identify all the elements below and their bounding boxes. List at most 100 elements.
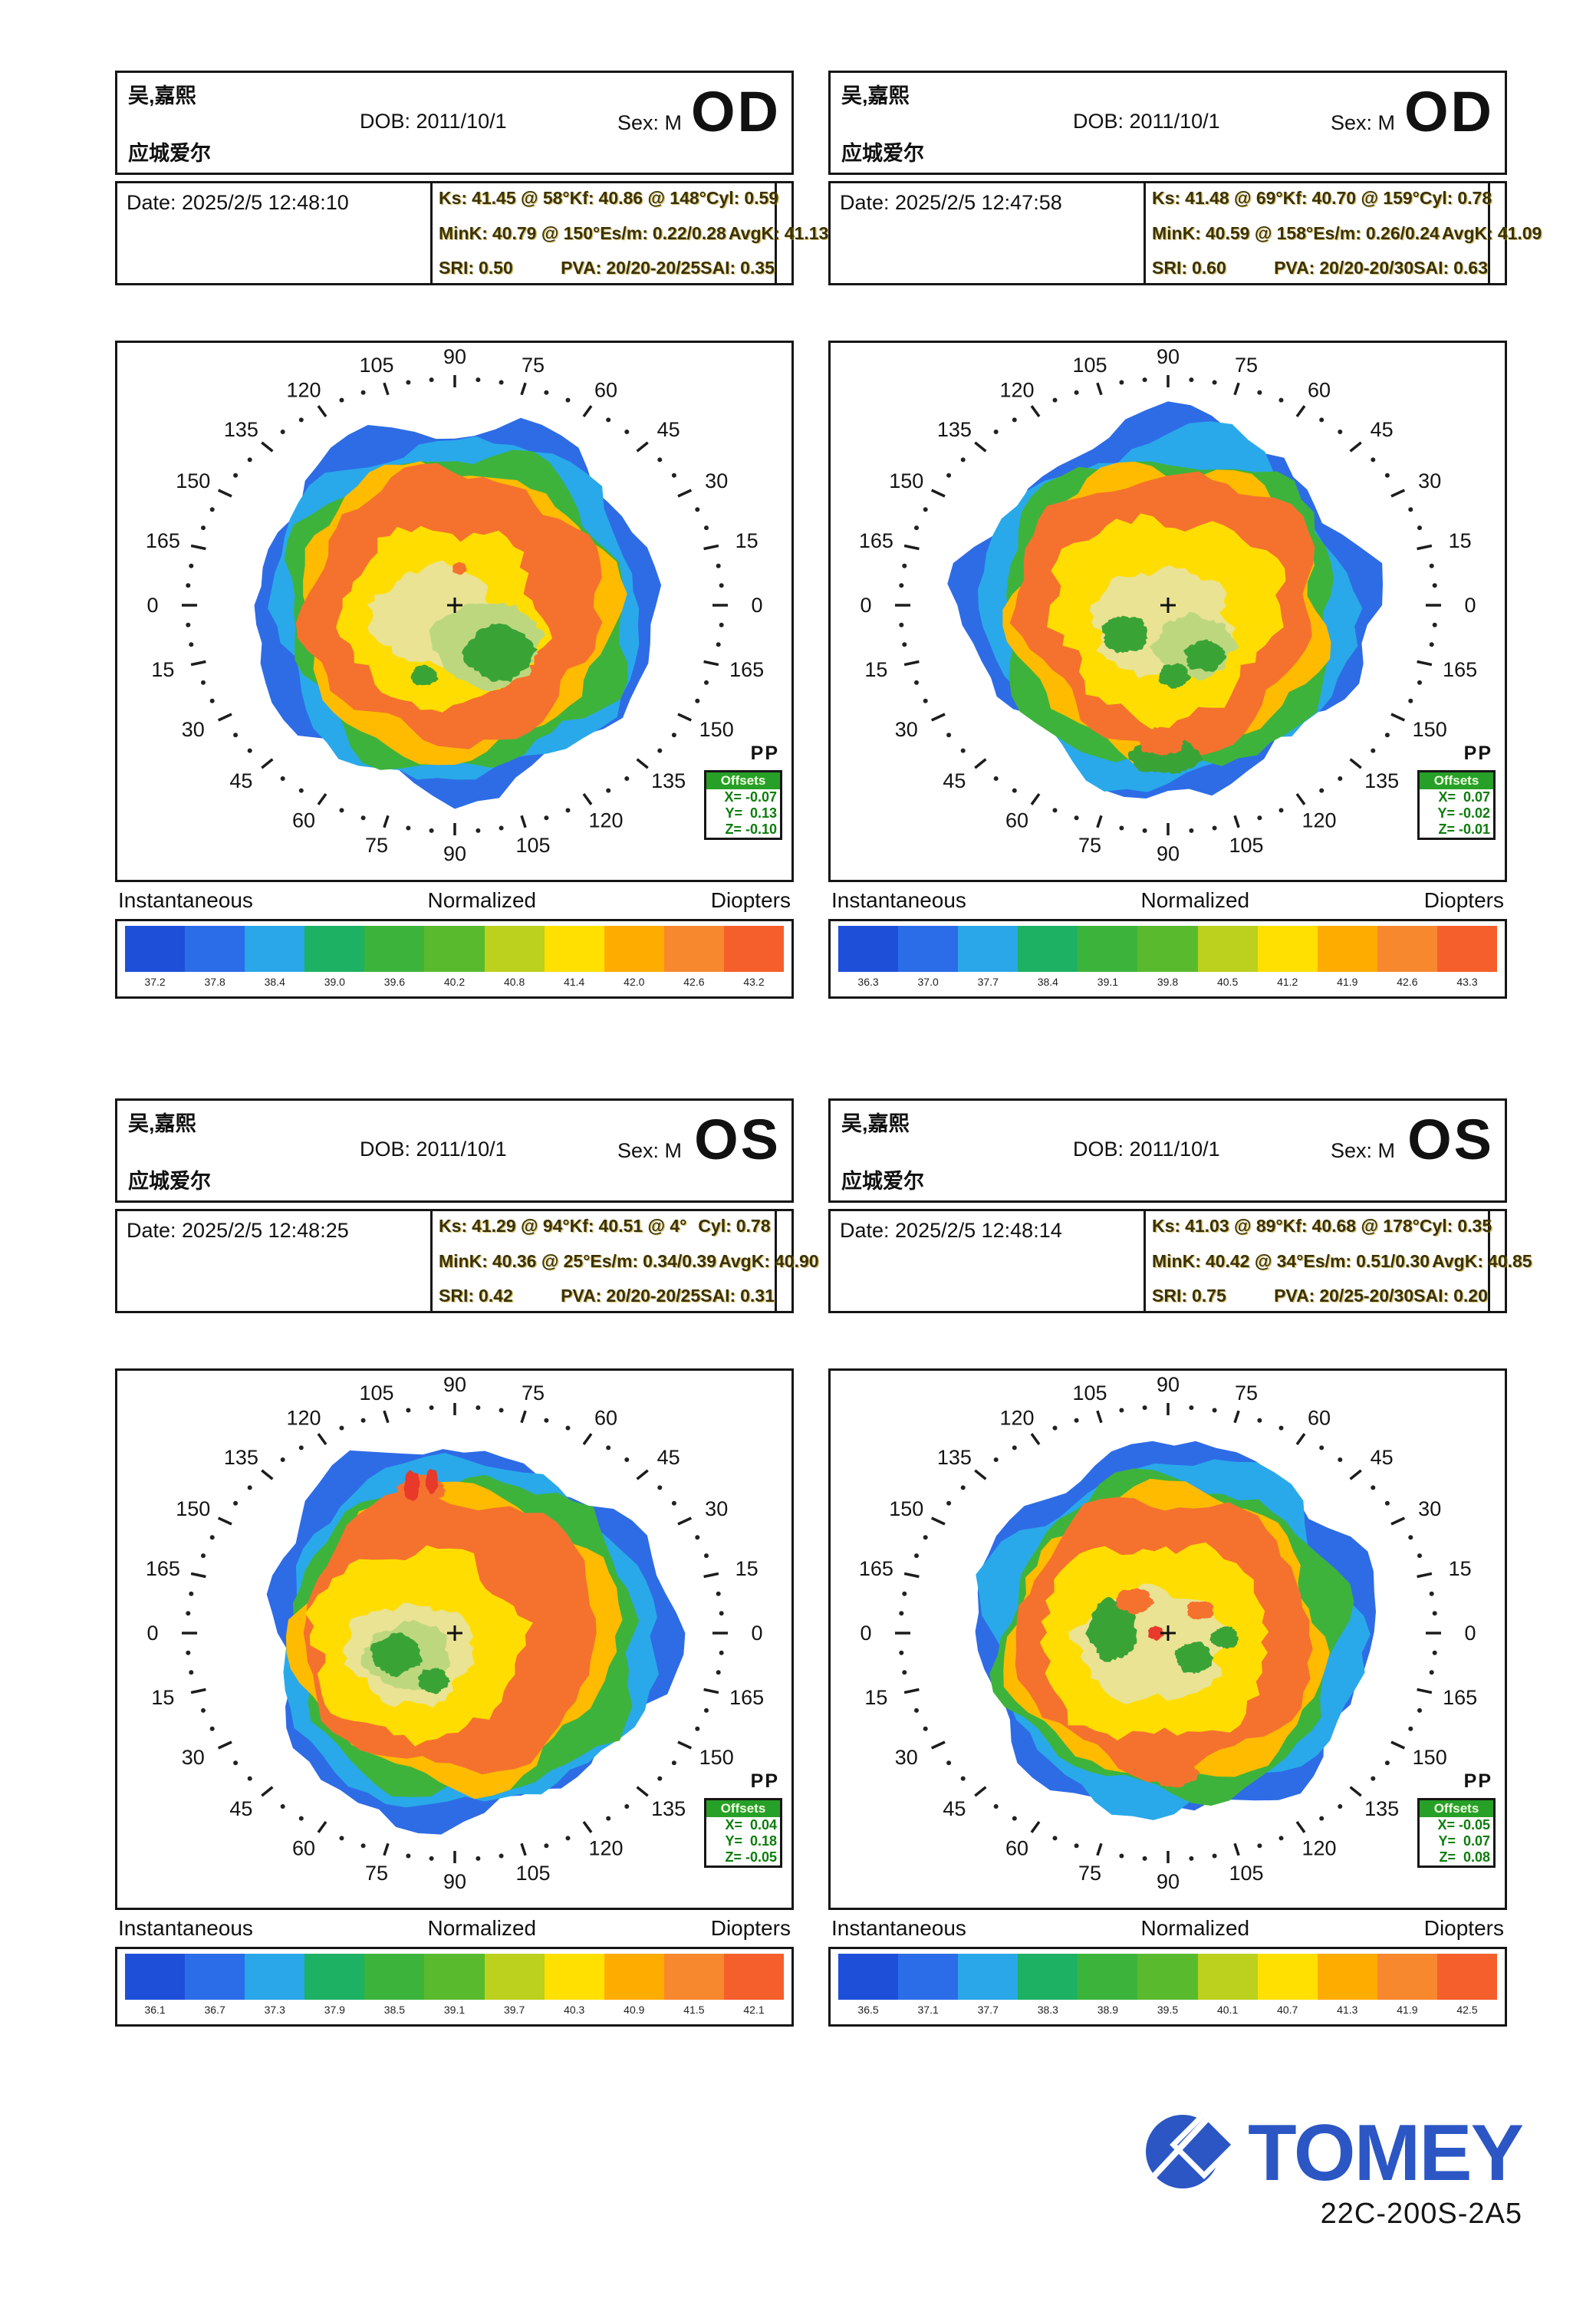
map-layer-green_dark bbox=[1183, 639, 1227, 672]
angle-dot bbox=[946, 733, 952, 738]
caption-diopters: Diopters bbox=[710, 888, 791, 912]
scale-tick-value: 41.2 bbox=[1277, 976, 1298, 988]
angle-dot bbox=[1012, 788, 1017, 793]
angle-tick bbox=[974, 1469, 987, 1480]
angle-tick bbox=[703, 660, 719, 667]
angle-dot bbox=[946, 1500, 952, 1506]
offset-z: Z= -0.10 bbox=[725, 822, 777, 837]
scale-segment bbox=[304, 1954, 365, 2000]
keratometry-box: Ks: 41.03 @ 89° Kf: 40.68 @ 178° Cyl: 0.35 … bbox=[1144, 1209, 1532, 1313]
angle-tick bbox=[582, 405, 593, 418]
scale-tick-value: 43.2 bbox=[743, 976, 765, 988]
angle-dot bbox=[1338, 1804, 1343, 1809]
offset-x: X= 0.04 bbox=[725, 1817, 777, 1833]
avgk-label: AvgK: bbox=[1441, 222, 1493, 243]
angle-dot bbox=[606, 1816, 611, 1821]
cyl-label: Cyl: bbox=[706, 188, 740, 208]
angle-label: 75 bbox=[365, 834, 388, 857]
mink-label: MinK: bbox=[439, 222, 488, 243]
dob-label: DOB: 2011/10/1 bbox=[360, 1138, 507, 1161]
scale-segment bbox=[1436, 1954, 1498, 2000]
angle-label: 105 bbox=[1229, 834, 1263, 857]
angle-dot bbox=[189, 1591, 194, 1596]
dob-label: DOB: 2011/10/1 bbox=[1073, 110, 1220, 133]
pva-label: PVA: bbox=[561, 258, 602, 278]
scale-color-band bbox=[125, 1954, 785, 2000]
angle-dot bbox=[657, 1776, 663, 1781]
angle-tick bbox=[1295, 792, 1306, 805]
angle-dot bbox=[1384, 1500, 1390, 1506]
angle-tick bbox=[190, 1688, 206, 1694]
scale-tick-value: 42.6 bbox=[683, 976, 705, 988]
sri-label: SRI: bbox=[1152, 1286, 1187, 1306]
angle-label: 30 bbox=[182, 718, 205, 741]
angle-dot bbox=[1189, 828, 1194, 833]
angle-dot bbox=[1319, 1445, 1325, 1451]
angle-label: 30 bbox=[1418, 469, 1441, 492]
keratometry-box: Ks: 41.29 @ 94° Kf: 40.51 @ 4° Cyl: 0.78 Mi… bbox=[430, 1209, 819, 1313]
avgk-label: AvgK: bbox=[728, 222, 780, 243]
angle-tick bbox=[261, 1469, 274, 1480]
angle-label: 60 bbox=[1308, 1406, 1331, 1429]
pva-label: PVA: bbox=[1274, 258, 1315, 278]
avgk-label: AvgK: bbox=[1432, 1250, 1483, 1271]
angle-dot bbox=[1408, 507, 1413, 512]
angle-dot bbox=[719, 622, 724, 627]
map-layer-orange bbox=[1145, 1758, 1200, 1788]
angle-tick bbox=[974, 1786, 987, 1797]
map-layer-green_dark bbox=[370, 1632, 423, 1678]
esm-value: 0.34/0.39 bbox=[643, 1250, 716, 1271]
kerato-row-3: SRI: 0.42 PVA: 20/20-20/25 SAI: 0.31 bbox=[439, 1286, 775, 1306]
offsets-title: Offsets bbox=[706, 772, 780, 789]
topography-quadrant: 吴,嘉熙 应城爱尔 DOB: 2011/10/1 Sex: M OD Date:… bbox=[115, 71, 828, 999]
offset-y: Y= 0.18 bbox=[725, 1833, 777, 1849]
kerato-row-2: MinK: 40.59 @ 158° Es/m: 0.26/0.24 AvgK: 41… bbox=[1152, 222, 1542, 244]
angle-dot bbox=[1142, 377, 1147, 383]
mink-value: 40.59 @ 158° bbox=[1205, 222, 1314, 243]
topography-map: 0 15 30 45 60 75 90 105 120 135 150 165 0 15 30 45 60 75 9… bbox=[859, 345, 1477, 865]
keratometry-box: Ks: 41.48 @ 69° Kf: 40.70 @ 159° Cyl: 0.78 … bbox=[1144, 181, 1542, 285]
patient-info-box: 吴,嘉熙 应城爱尔 DOB: 2011/10/1 Sex: M OD bbox=[115, 71, 794, 175]
scale-color-band bbox=[838, 1954, 1498, 2000]
angle-tick bbox=[903, 1572, 920, 1579]
angle-dot bbox=[993, 430, 999, 434]
angle-tick bbox=[1295, 1820, 1306, 1833]
scale-segment bbox=[958, 926, 1018, 972]
angle-tick bbox=[930, 1516, 946, 1526]
angle-label: 45 bbox=[1371, 418, 1394, 441]
angle-dot bbox=[914, 525, 919, 531]
exam-date: Date: 2025/2/5 12:47:58 bbox=[840, 191, 1062, 214]
scale-tick-value: 42.0 bbox=[624, 976, 645, 988]
angle-dot bbox=[406, 1408, 411, 1413]
angle-dot bbox=[298, 417, 304, 423]
angle-label: 0 bbox=[860, 1622, 871, 1645]
angle-label: 45 bbox=[943, 769, 966, 792]
sri-label: SRI: bbox=[439, 258, 474, 278]
avgk-value: 41.13 bbox=[784, 222, 829, 243]
scale-tick-value: 39.1 bbox=[1097, 976, 1119, 988]
scale-tick-value: 41.5 bbox=[683, 2004, 705, 2016]
angle-dot bbox=[280, 1804, 285, 1809]
angle-dot bbox=[1189, 1405, 1194, 1411]
offsets-box: Offsets X= 0.04 Y= 0.18 Z= -0.05 bbox=[704, 1798, 782, 1868]
angle-label: 165 bbox=[1443, 1686, 1477, 1709]
angle-label: 60 bbox=[1005, 1837, 1028, 1860]
scale-tick-value: 39.1 bbox=[443, 2004, 466, 2016]
scale-segment bbox=[1078, 926, 1138, 972]
angle-label: 135 bbox=[224, 1446, 258, 1469]
angle-label: 60 bbox=[1308, 378, 1331, 401]
angle-dot bbox=[1257, 390, 1262, 395]
angle-dot bbox=[1408, 698, 1413, 703]
angle-tick bbox=[1417, 1572, 1433, 1579]
offset-x: X= 0.07 bbox=[1438, 789, 1490, 805]
angle-label: 150 bbox=[889, 1497, 923, 1520]
kf-label: Kf: bbox=[1282, 1216, 1308, 1236]
angle-label: 0 bbox=[1464, 1622, 1476, 1645]
model-number: 22C-200S-2A5 bbox=[1320, 2198, 1522, 2230]
angle-dot bbox=[902, 1591, 907, 1596]
map-layer-red bbox=[403, 1470, 420, 1502]
angle-dot bbox=[902, 642, 907, 647]
angle-label: 75 bbox=[522, 1381, 545, 1404]
sex-label: Sex: M bbox=[617, 111, 683, 134]
kerato-row-2: MinK: 40.36 @ 25° Es/m: 0.34/0.39 AvgK: 40.… bbox=[439, 1250, 819, 1272]
